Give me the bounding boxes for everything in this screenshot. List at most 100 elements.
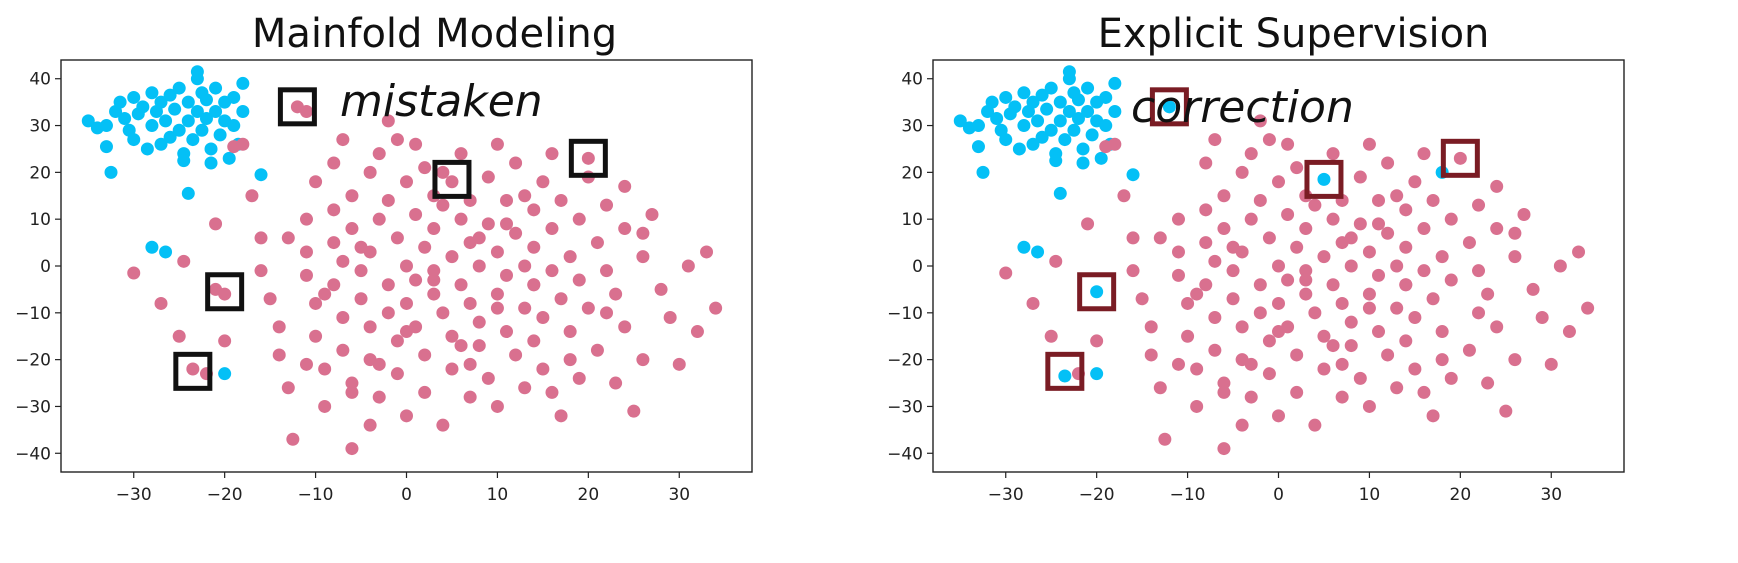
highlight-box xyxy=(277,87,317,127)
cluster-b-point xyxy=(372,147,386,161)
cluster-a-point xyxy=(1031,245,1045,259)
cluster-b-point xyxy=(1290,348,1304,362)
cluster-b-point xyxy=(500,268,514,282)
highlight-box xyxy=(205,272,245,312)
cluster-a-point xyxy=(199,93,213,107)
cluster-b-point xyxy=(1417,222,1431,236)
cluster-b-point xyxy=(536,311,550,324)
cluster-b-point xyxy=(545,385,559,399)
cluster-b-point xyxy=(318,399,332,413)
cluster-b-point xyxy=(1299,273,1313,287)
highlight-box xyxy=(1045,351,1085,391)
cluster-b-point xyxy=(177,254,191,268)
cluster-b-point xyxy=(1435,325,1449,339)
cluster-a-point xyxy=(118,112,132,126)
cluster-b-point xyxy=(1472,306,1486,320)
cluster-b-point xyxy=(1490,222,1504,236)
cluster-b-point xyxy=(1262,231,1276,245)
cluster-a-point xyxy=(971,119,985,133)
cluster-b-point xyxy=(554,292,568,306)
cluster-b-point xyxy=(1235,165,1249,179)
cluster-b-point xyxy=(472,231,486,245)
cluster-b-point xyxy=(1290,240,1304,254)
cluster-b-point xyxy=(345,376,359,390)
cluster-b-point xyxy=(1317,250,1331,264)
cluster-a-point xyxy=(1017,119,1031,133)
cluster-b-point xyxy=(490,137,504,151)
cluster-b-point xyxy=(454,212,468,226)
cluster-b-point xyxy=(1344,231,1358,245)
cluster-b-point xyxy=(299,245,313,259)
cluster-b-point xyxy=(472,339,486,353)
cluster-b-point xyxy=(381,306,395,320)
cluster-b-point xyxy=(554,193,568,207)
cluster-a-point xyxy=(1108,76,1122,90)
cluster-b-point xyxy=(400,296,413,310)
cluster-b-point xyxy=(463,357,477,371)
cluster-b-point xyxy=(1353,170,1367,184)
cluster-b-point xyxy=(490,287,504,301)
cluster-b-point xyxy=(518,301,532,315)
cluster-b-point xyxy=(1158,432,1172,446)
cluster-b-point xyxy=(1562,325,1576,339)
cluster-b-point xyxy=(381,114,395,128)
cluster-b-point xyxy=(1081,217,1095,231)
cluster-a-point xyxy=(113,95,127,109)
cluster-b-point xyxy=(1044,329,1058,343)
cluster-b-point xyxy=(445,250,459,264)
x-tick-label: −20 xyxy=(207,485,243,505)
cluster-a-point xyxy=(1053,114,1067,128)
cluster-a-point xyxy=(1044,81,1058,95)
cluster-a-point xyxy=(236,76,250,90)
cluster-a-point xyxy=(999,90,1013,104)
cluster-b-point xyxy=(1171,357,1185,371)
cluster-b-point xyxy=(527,240,541,254)
cluster-b-point xyxy=(281,381,295,395)
cluster-b-point xyxy=(336,254,350,268)
cluster-b-point xyxy=(1362,287,1376,301)
cluster-b-point xyxy=(1299,264,1313,278)
cluster-b-point xyxy=(1372,193,1386,207)
cluster-a-point xyxy=(145,240,159,254)
cluster-b-point xyxy=(609,287,623,301)
cluster-a-point xyxy=(1049,154,1063,168)
x-tick-label: −30 xyxy=(116,485,152,505)
cluster-b-point xyxy=(1353,371,1367,385)
cluster-a-point xyxy=(177,154,191,168)
cluster-b-point xyxy=(1326,147,1340,161)
cluster-b-point xyxy=(1299,222,1313,236)
cluster-b-point xyxy=(318,287,332,301)
cluster-b-point xyxy=(1362,137,1376,151)
cluster-b-point xyxy=(299,357,313,371)
cluster-b-point xyxy=(1381,348,1395,362)
cluster-a-point xyxy=(227,119,241,133)
cluster-b-point xyxy=(286,432,300,446)
cluster-b-point xyxy=(186,362,200,376)
cluster-a-point xyxy=(976,165,990,179)
cluster-b-point xyxy=(1199,236,1213,250)
cluster-b-point xyxy=(1362,399,1376,413)
cluster-b-point xyxy=(463,296,477,310)
cluster-b-point xyxy=(1217,189,1231,203)
cluster-b-point xyxy=(1190,399,1204,413)
cluster-b-point xyxy=(327,278,341,292)
cluster-a-point xyxy=(209,81,223,95)
cluster-b-point xyxy=(627,404,641,418)
cluster-b-point xyxy=(600,306,614,320)
cluster-b-point xyxy=(418,385,432,399)
scatter-plot: −30 −20 −10 0 10 20 30 40 30 20 10 0 −10 −20 −30 −40 mis… xyxy=(15,59,753,505)
cluster-b-point xyxy=(445,329,459,343)
cluster-b-point xyxy=(309,329,323,343)
cluster-b-point xyxy=(481,371,495,385)
cluster-a-point xyxy=(1040,102,1054,116)
cluster-a-point xyxy=(163,88,177,102)
cluster-b-point xyxy=(1171,245,1185,259)
cluster-a-point xyxy=(1317,172,1331,186)
cluster-b-point xyxy=(609,376,623,390)
cluster-b-point xyxy=(1508,353,1522,367)
cluster-a-point xyxy=(1017,86,1031,100)
y-tick-label: −30 xyxy=(887,397,923,417)
cluster-a-point xyxy=(213,128,227,142)
cluster-b-point xyxy=(390,133,404,147)
annotation-label: correction xyxy=(1131,82,1354,133)
